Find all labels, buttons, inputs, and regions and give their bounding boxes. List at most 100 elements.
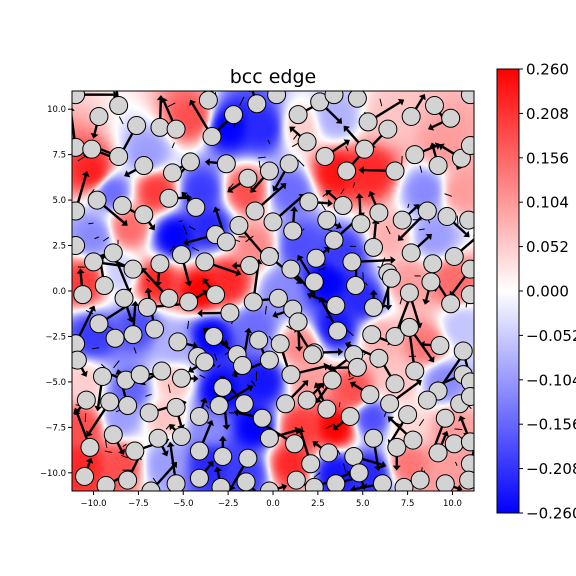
small-arrow bbox=[191, 246, 200, 252]
arrow-head bbox=[414, 501, 420, 507]
small-arrow bbox=[267, 139, 271, 145]
atom-marker bbox=[72, 201, 86, 221]
small-arrow bbox=[133, 347, 137, 354]
atom-marker bbox=[206, 285, 226, 305]
atom-marker bbox=[137, 297, 157, 317]
small-arrow bbox=[169, 245, 175, 252]
x-tick-label: 2.5 bbox=[311, 499, 325, 509]
arrow-head bbox=[200, 397, 208, 404]
atom-marker bbox=[166, 474, 186, 491]
colorbar-tick-label: −0.052 bbox=[526, 327, 576, 345]
atom-marker bbox=[189, 441, 209, 461]
small-arrow bbox=[325, 423, 336, 429]
atom-marker bbox=[270, 334, 290, 354]
small-arrow bbox=[444, 193, 453, 197]
arrow-head bbox=[113, 91, 119, 99]
arrow-head bbox=[368, 190, 376, 198]
arrow-head bbox=[429, 142, 438, 149]
atom-marker bbox=[276, 394, 296, 414]
atom-marker bbox=[189, 468, 209, 488]
atom-marker bbox=[337, 161, 357, 181]
arrow-head bbox=[350, 381, 357, 389]
small-arrow bbox=[120, 454, 128, 459]
small-arrow bbox=[239, 96, 245, 106]
y-tick-label: 10.0 bbox=[47, 105, 66, 115]
small-arrow bbox=[188, 225, 196, 231]
atom-marker bbox=[326, 296, 346, 316]
atom-marker bbox=[247, 94, 267, 114]
atom-marker bbox=[392, 210, 412, 230]
atom-marker bbox=[94, 276, 114, 296]
atom-marker bbox=[349, 463, 369, 483]
small-arrow bbox=[293, 133, 298, 140]
arrow-head bbox=[126, 316, 135, 323]
atom-marker bbox=[435, 474, 455, 491]
atom-marker bbox=[347, 91, 367, 108]
arrow-head bbox=[204, 158, 211, 167]
atom-marker bbox=[118, 396, 138, 416]
arrow-head bbox=[192, 341, 199, 350]
colorbar-gradient bbox=[496, 68, 520, 514]
arrow-head bbox=[390, 256, 396, 265]
arrow-head bbox=[296, 254, 304, 262]
arrow-head bbox=[290, 206, 299, 212]
arrow-head bbox=[235, 268, 242, 277]
atom-marker bbox=[112, 196, 132, 216]
y-axis: −10.0 −7.5 −5.0 −2.5 0.0 2.5 5.0 7.5 10.0 bbox=[40, 105, 72, 479]
atom-marker bbox=[72, 236, 86, 256]
y-tick-label: −7.5 bbox=[45, 423, 66, 433]
arrow-head bbox=[337, 72, 343, 78]
atom-marker bbox=[444, 434, 464, 454]
arrow-head bbox=[326, 363, 332, 372]
small-arrow bbox=[171, 142, 175, 149]
arrow-head bbox=[86, 430, 93, 437]
atom-marker bbox=[302, 345, 322, 365]
arrow-head bbox=[397, 98, 405, 106]
y-tick-label: −10.0 bbox=[40, 469, 66, 479]
atom-marker bbox=[283, 221, 303, 241]
small-arrow bbox=[401, 155, 403, 166]
small-arrow bbox=[104, 450, 113, 454]
atom-marker bbox=[259, 246, 279, 266]
small-arrow bbox=[301, 426, 304, 432]
atom-marker bbox=[417, 390, 437, 410]
atom-marker bbox=[109, 146, 129, 166]
small-arrow bbox=[320, 202, 326, 211]
arrow-head bbox=[280, 183, 287, 190]
atom-marker bbox=[460, 91, 474, 105]
arrow-head bbox=[369, 289, 378, 295]
atom-marker bbox=[252, 408, 272, 428]
colorbar-tick-label: 0.208 bbox=[526, 105, 569, 123]
arrow-head bbox=[418, 93, 426, 101]
atom-marker bbox=[166, 119, 186, 139]
atom-marker bbox=[216, 154, 236, 174]
arrow-head bbox=[244, 327, 253, 334]
atom-marker bbox=[267, 91, 287, 105]
arrow-head bbox=[315, 396, 322, 404]
arrow-head bbox=[318, 296, 326, 303]
arrow-head bbox=[313, 382, 322, 389]
colorbar-ticks: 0.260 0.208 0.156 0.104 0.052 0.000 −0.052 −0.1… bbox=[519, 61, 576, 523]
atom-marker bbox=[89, 106, 109, 126]
atom-marker bbox=[127, 116, 147, 136]
atom-marker bbox=[114, 288, 134, 308]
atom-marker bbox=[326, 474, 346, 491]
atom-marker bbox=[322, 370, 342, 390]
arrow-head bbox=[325, 189, 332, 197]
arrow-head bbox=[427, 123, 435, 131]
atom-marker bbox=[428, 156, 448, 176]
y-tick-label: 5.0 bbox=[52, 196, 66, 206]
atom-marker bbox=[297, 132, 317, 152]
atom-marker bbox=[381, 268, 401, 288]
atom-marker bbox=[460, 136, 474, 156]
atom-marker bbox=[430, 336, 450, 356]
atom-marker bbox=[150, 117, 170, 137]
arrow-head bbox=[272, 310, 279, 319]
y-tick-label: −5.0 bbox=[45, 378, 66, 388]
small-arrow bbox=[313, 472, 321, 478]
atom-marker bbox=[123, 259, 143, 279]
colorbar-tick-label: −0.104 bbox=[526, 371, 576, 389]
small-arrow bbox=[228, 183, 234, 190]
arrow-head bbox=[250, 186, 257, 193]
